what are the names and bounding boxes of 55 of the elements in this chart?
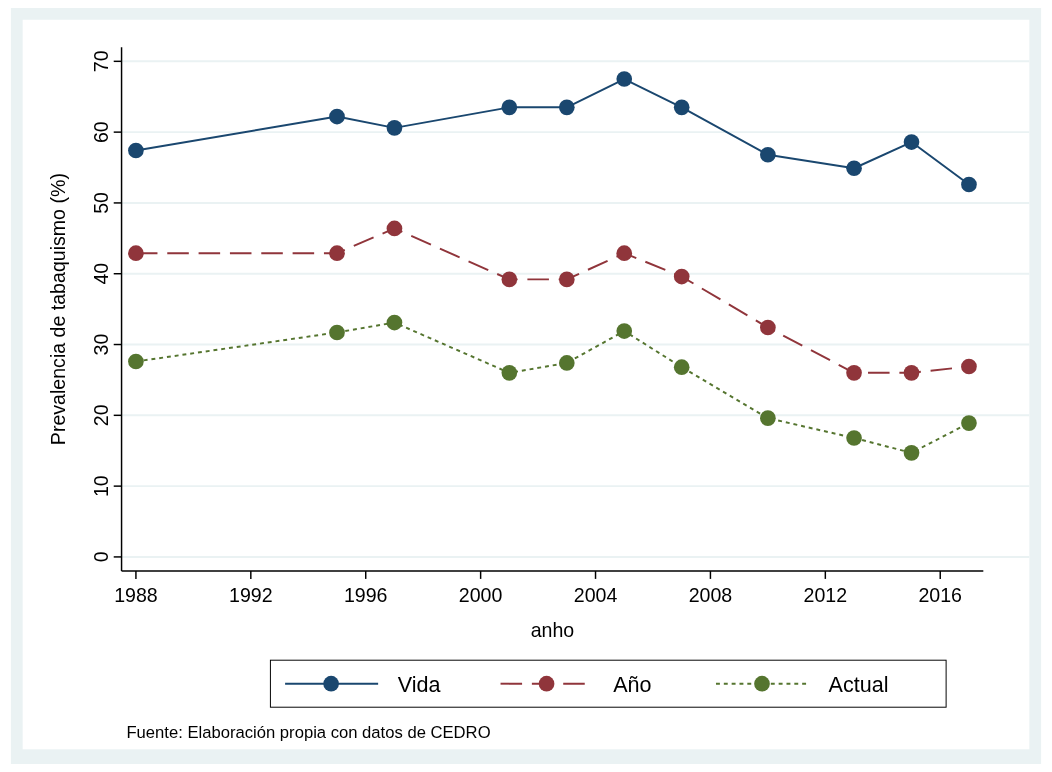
x-tick-label: 1988	[114, 584, 158, 607]
point	[558, 355, 575, 371]
point	[846, 160, 862, 177]
y-tick-label: 0	[89, 551, 112, 563]
point	[329, 108, 345, 125]
point	[128, 142, 144, 159]
point	[760, 146, 776, 163]
point	[501, 271, 518, 288]
point	[903, 365, 920, 381]
point	[846, 365, 862, 381]
point	[386, 120, 403, 136]
point	[558, 271, 575, 288]
point	[673, 268, 690, 285]
point	[903, 445, 920, 461]
point	[961, 358, 977, 375]
x-tick-label: 2016	[918, 584, 963, 607]
point	[329, 324, 345, 341]
legend-label: Actual	[828, 672, 889, 697]
point	[616, 71, 633, 87]
point	[760, 319, 776, 336]
y-axis-title: Prevalencia de tabaquismo (%)	[46, 173, 69, 446]
point	[673, 359, 690, 376]
point	[961, 176, 977, 193]
x-tick-label: 1992	[229, 584, 273, 607]
x-axis-title: anho	[530, 618, 575, 641]
y-tick-label: 30	[89, 333, 112, 356]
x-tick-label: 2008	[688, 584, 733, 607]
y-tick-label: 20	[89, 404, 112, 427]
point	[501, 99, 518, 116]
point	[386, 220, 403, 237]
x-tick-label: 2012	[803, 584, 848, 607]
x-tick-label: 2004	[573, 584, 618, 607]
point	[329, 245, 345, 262]
point	[903, 134, 920, 150]
point	[128, 245, 144, 262]
point	[961, 415, 977, 431]
point	[616, 245, 633, 262]
source-note: Fuente: Elaboración propia con datos de CEDRO	[126, 722, 491, 742]
point	[616, 323, 633, 339]
x-tick-label: 2000	[458, 584, 503, 607]
point	[673, 99, 690, 116]
x-tick-label: 1996	[343, 584, 388, 607]
point	[128, 353, 144, 370]
y-tick-label: 50	[89, 191, 112, 214]
y-tick-label: 10	[89, 475, 112, 498]
legend-label: Vida	[397, 672, 441, 697]
legend-label: Año	[613, 672, 652, 697]
y-tick-label: 70	[89, 50, 112, 73]
point	[501, 365, 518, 381]
y-tick-label: 60	[89, 121, 112, 144]
point	[386, 314, 403, 331]
point	[846, 430, 862, 446]
point	[760, 410, 776, 426]
point	[558, 99, 575, 116]
y-tick-label: 40	[89, 262, 112, 285]
